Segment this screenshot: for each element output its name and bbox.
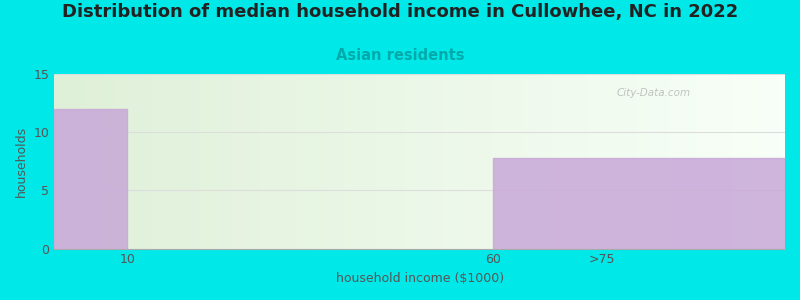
Y-axis label: households: households [15,126,28,197]
Text: Asian residents: Asian residents [336,48,464,63]
X-axis label: household income ($1000): household income ($1000) [335,272,504,285]
Bar [493,158,785,249]
Bar [54,109,127,249]
Text: Distribution of median household income in Cullowhee, NC in 2022: Distribution of median household income … [62,3,738,21]
Text: City-Data.com: City-Data.com [617,88,691,98]
